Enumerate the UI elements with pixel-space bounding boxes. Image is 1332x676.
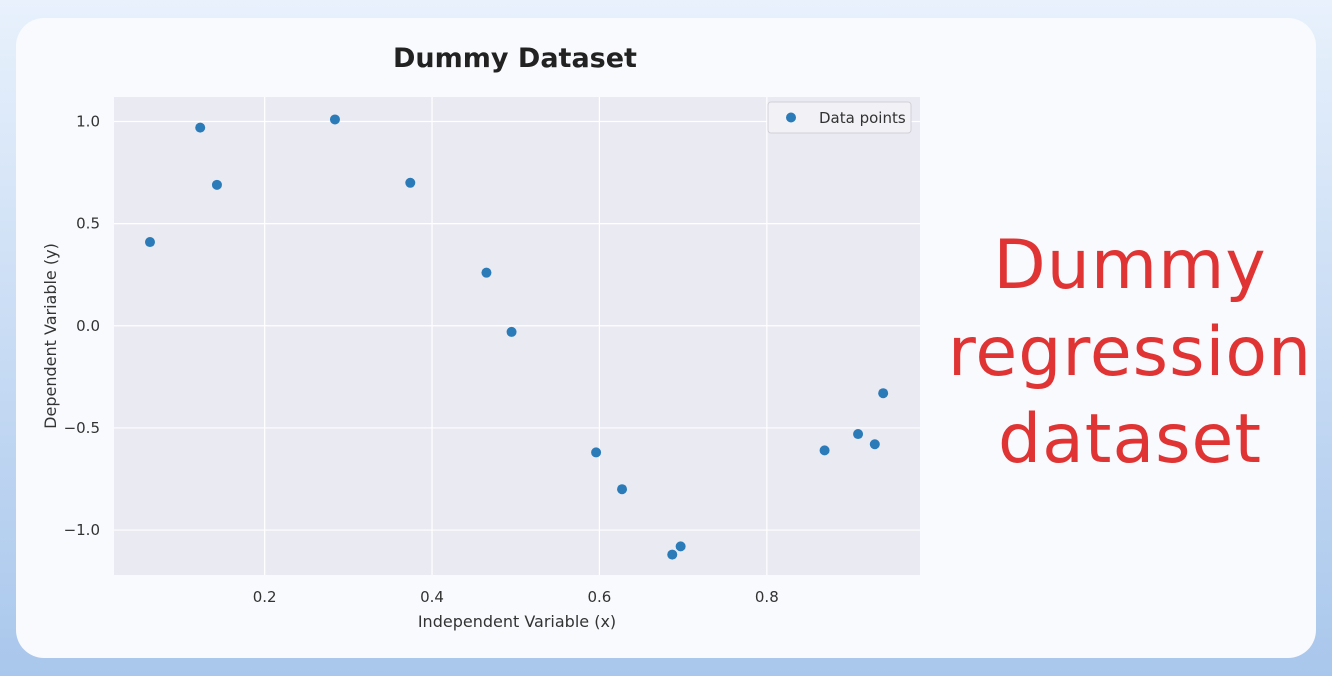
- content-card: Dummy Dataset 0.2 0.4 0.6 0.8 1.0 0.5 0.0 −0.5 −…: [16, 18, 1316, 658]
- data-points: [144, 114, 889, 560]
- data-point: [617, 484, 628, 495]
- scatter-chart: Dummy Dataset 0.2 0.4 0.6 0.8 1.0 0.5 0.0 −0.5 −…: [41, 43, 920, 631]
- handwritten-annotation: Dummy regression dataset: [945, 222, 1315, 483]
- x-tick-label: 0.4: [420, 588, 444, 606]
- legend-marker: [786, 112, 796, 123]
- data-point: [591, 447, 602, 458]
- x-tick-label: 0.8: [755, 588, 779, 606]
- x-tick-label: 0.2: [253, 588, 277, 606]
- y-axis-label: Dependent Variable (y): [41, 243, 60, 429]
- data-point: [506, 326, 517, 337]
- legend: Data points: [767, 101, 912, 134]
- data-point: [195, 122, 206, 133]
- data-point: [481, 267, 492, 278]
- data-point: [667, 549, 678, 560]
- data-point: [878, 388, 889, 399]
- chart-title: Dummy Dataset: [393, 43, 637, 74]
- x-axis-label: Independent Variable (x): [418, 612, 616, 631]
- y-tick-label: 1.0: [76, 113, 100, 131]
- annotation-line: regression: [947, 313, 1313, 392]
- data-point: [405, 177, 416, 188]
- data-point: [675, 541, 686, 552]
- data-point: [144, 237, 155, 248]
- data-point: [819, 445, 830, 456]
- y-tick-label: −0.5: [64, 419, 100, 437]
- tick-labels: 0.2 0.4 0.6 0.8 1.0 0.5 0.0 −0.5 −1.0: [64, 113, 779, 606]
- legend-label: Data points: [819, 109, 906, 127]
- legend-box: [767, 101, 912, 134]
- plot-area: [114, 97, 920, 575]
- data-point: [853, 429, 864, 440]
- y-tick-label: −1.0: [64, 521, 100, 539]
- annotation-line: Dummy: [993, 226, 1267, 305]
- data-point: [211, 179, 222, 190]
- annotation-line: dataset: [997, 400, 1263, 479]
- data-point: [869, 439, 880, 450]
- y-tick-label: 0.5: [76, 215, 100, 233]
- data-point: [329, 114, 340, 125]
- x-tick-label: 0.6: [588, 588, 612, 606]
- y-tick-label: 0.0: [76, 317, 100, 335]
